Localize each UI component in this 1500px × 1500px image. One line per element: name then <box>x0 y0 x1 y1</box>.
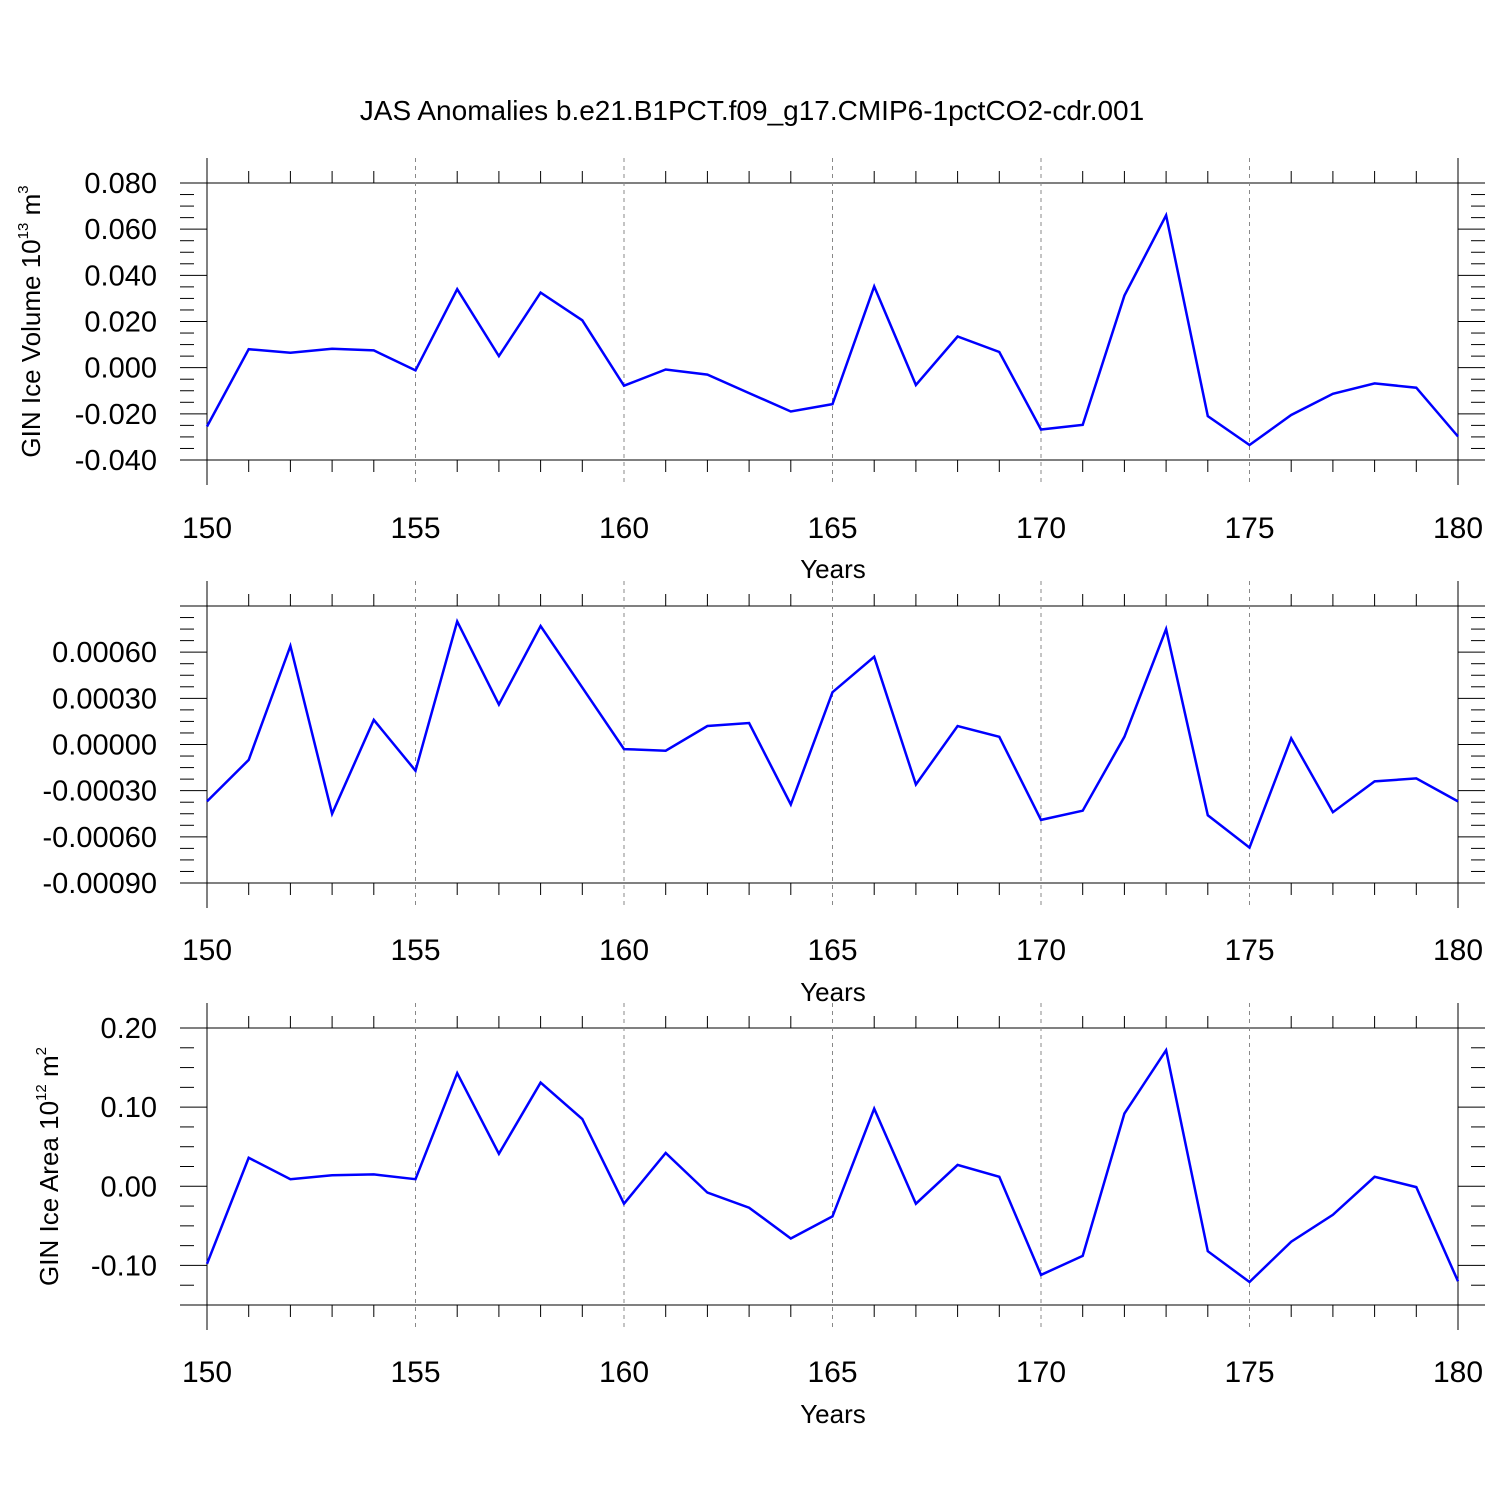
y-tick-label: 0.040 <box>84 260 157 292</box>
x-tick-label: 170 <box>1016 512 1066 545</box>
y-axis-label-unit: m <box>16 194 46 223</box>
chart-title: JAS Anomalies b.e21.B1PCT.f09_g17.CMIP6-… <box>360 95 1144 126</box>
x-tick-label: 165 <box>807 512 857 545</box>
y-tick-label: -0.00030 <box>43 776 158 808</box>
y-tick-label: 0.00 <box>101 1171 157 1203</box>
x-tick-label: 170 <box>1016 1356 1066 1389</box>
y-tick-label: 0.00060 <box>52 637 157 669</box>
y-axis-label: GIN Ice Area 1012 m2 <box>33 1047 64 1286</box>
y-tick-label: -0.00060 <box>43 822 158 854</box>
y-tick-label: 0.020 <box>84 307 157 339</box>
panels: 150 155 160 165 170 175 180 -0.040 -0.020 0.000 0.… <box>15 158 1485 1429</box>
x-tick-label: 155 <box>390 512 440 545</box>
panel-3: 150 155 160 165 170 175 180 -0.10 0.00 0.10 0.20 Ye… <box>33 1003 1485 1429</box>
y-tick-label: -0.020 <box>75 399 157 431</box>
y-tick-label: 0.20 <box>101 1013 157 1045</box>
y-axis-label-name: GIN Ice Volume 10 <box>16 239 46 457</box>
series-line <box>205 211 1459 447</box>
x-tick-label: 165 <box>807 934 857 967</box>
y-axis-label-unit-exp: 3 <box>15 185 32 193</box>
x-axis-label: Years <box>800 1399 866 1429</box>
y-axis-label-unit-exp: 2 <box>33 1047 50 1055</box>
y-tick-label: -0.00090 <box>43 868 158 900</box>
x-tick-label: 160 <box>599 934 649 967</box>
x-axis-label: Years <box>800 554 866 584</box>
x-tick-label: 155 <box>390 934 440 967</box>
x-tick-label: 175 <box>1224 512 1274 545</box>
y-axis-label-unit: m <box>34 1055 64 1084</box>
x-tick-label: 175 <box>1224 1356 1274 1389</box>
y-tick-label: 0.080 <box>84 168 157 200</box>
y-axis-label-exp: 12 <box>33 1084 50 1101</box>
y-tick-label: 0.060 <box>84 214 157 246</box>
y-tick-label: -0.10 <box>91 1250 157 1282</box>
x-axis-label: Years <box>800 977 866 1007</box>
panel-1: 150 155 160 165 170 175 180 -0.040 -0.020 0.000 0.… <box>15 158 1485 584</box>
y-tick-label: 0.00030 <box>52 683 157 715</box>
x-tick-label: 180 <box>1433 1356 1483 1389</box>
series-line <box>206 617 1459 850</box>
x-tick-label: 150 <box>182 934 232 967</box>
y-axis-label: GIN Ice Volume 1013 m3 <box>15 185 46 457</box>
x-tick-label: 180 <box>1433 512 1483 545</box>
x-tick-label: 175 <box>1224 934 1274 967</box>
y-tick-label: 0.000 <box>84 353 157 385</box>
y-tick-label: -0.040 <box>75 445 157 477</box>
x-tick-label: 160 <box>599 512 649 545</box>
panel-2: 150 155 160 165 170 175 180 -0.00090 -0.00060 -0.… <box>43 581 1485 1007</box>
x-tick-label: 150 <box>182 512 232 545</box>
x-tick-label: 160 <box>599 1356 649 1389</box>
x-tick-label: 155 <box>390 1356 440 1389</box>
series-line <box>205 1046 1460 1284</box>
x-tick-label: 165 <box>807 1356 857 1389</box>
x-tick-label: 150 <box>182 1356 232 1389</box>
y-tick-label: 0.10 <box>101 1092 157 1124</box>
y-axis-label-exp: 13 <box>15 223 32 240</box>
y-axis-label-name: GIN Ice Area 10 <box>34 1101 64 1286</box>
y-tick-label: 0.00000 <box>52 730 157 762</box>
x-tick-label: 170 <box>1016 934 1066 967</box>
x-tick-label: 180 <box>1433 934 1483 967</box>
